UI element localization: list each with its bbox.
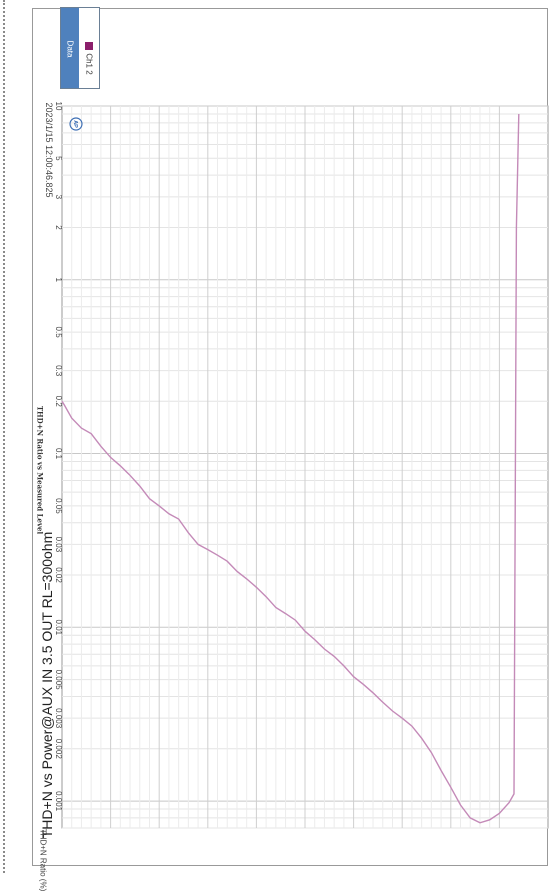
thd-n-chart: 10 5 3 2 1 0.5 0.3 0.2 0.1 0.05 0.03 0.02 0.01 0.005 0…	[54, 102, 549, 829]
series-line-ch1-2	[61, 113, 520, 824]
dotted-border	[3, 0, 5, 873]
y-tick-label: 1	[54, 278, 63, 283]
y-tick-label: 5	[54, 156, 63, 161]
legend-swatch	[85, 42, 93, 50]
y-tick-label: 2	[54, 225, 63, 230]
y-tick-label: 0.001	[54, 791, 63, 812]
ap-logo-icon	[69, 117, 83, 131]
legend-header: Data	[61, 8, 79, 88]
y-tick-label: 0.005	[54, 670, 63, 691]
y-tick-label: 0.003	[54, 708, 63, 729]
y-tick-label: 0.3	[54, 365, 63, 377]
y-tick-label: 0.002	[54, 739, 63, 760]
y-tick-label: 0.5	[54, 327, 63, 339]
ap-logo-text: AP	[72, 120, 78, 128]
y-tick-label: 0.1	[54, 448, 63, 460]
y-tick-label: 3	[54, 195, 63, 200]
y-tick-label: 0.05	[54, 498, 63, 514]
y-tick-label: 0.01	[54, 620, 63, 636]
legend-entry[interactable]: Ch1 2	[82, 42, 98, 82]
legend: Data Ch1 2	[60, 7, 100, 89]
y-tick-label: 0.2	[54, 396, 63, 408]
y-tick-label: 0.02	[54, 567, 63, 583]
y-tick-label: 0.03	[54, 537, 63, 553]
y-tick-label: 10	[54, 102, 63, 111]
